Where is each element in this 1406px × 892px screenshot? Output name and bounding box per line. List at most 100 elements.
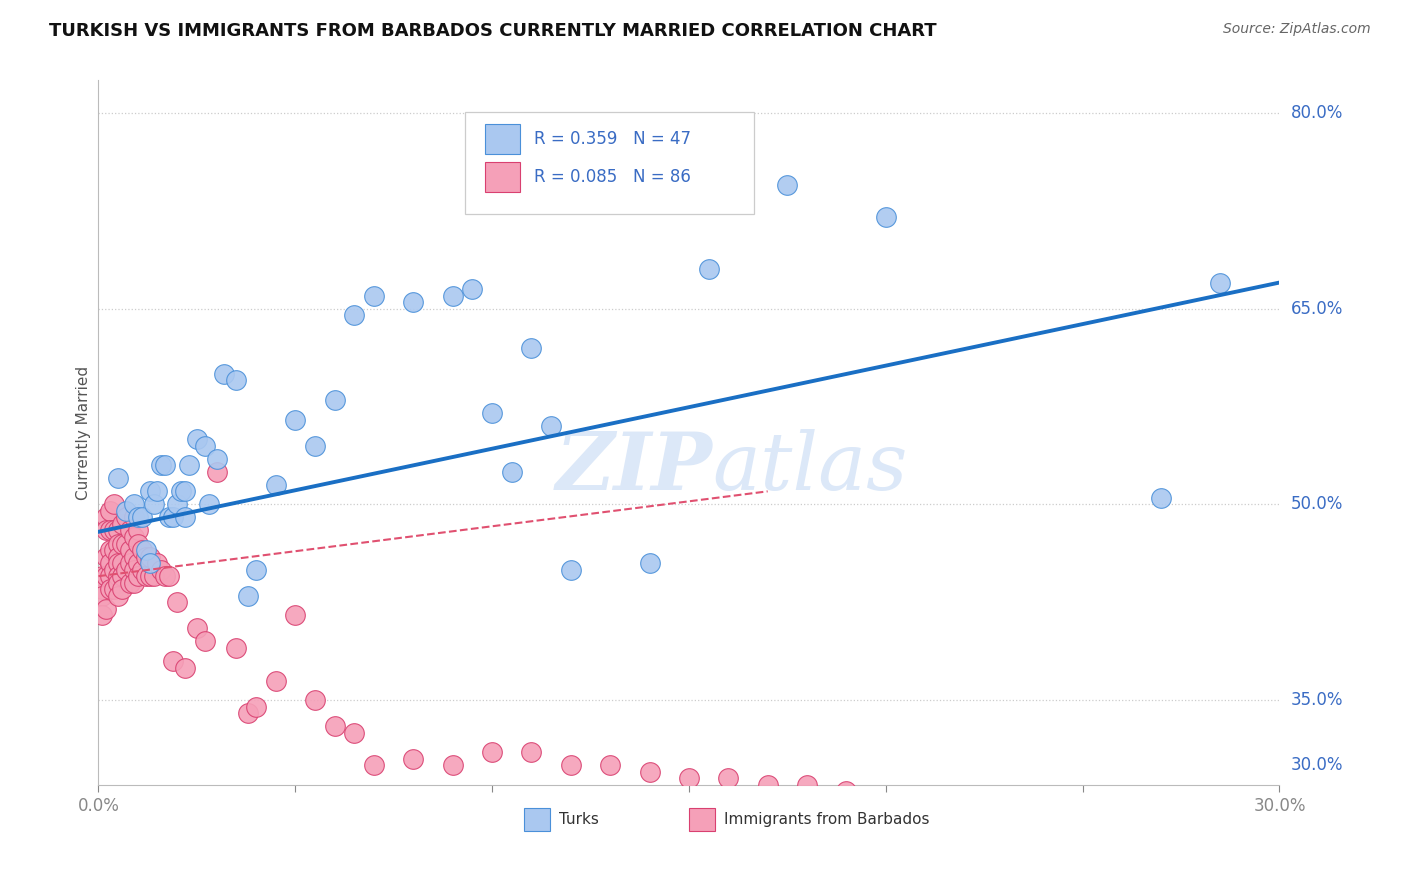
- Point: [135, 543, 157, 558]
- Point: [225, 640, 247, 655]
- Y-axis label: Currently Married: Currently Married: [76, 366, 91, 500]
- Point: [138, 569, 160, 583]
- Point: [115, 563, 138, 577]
- Point: [402, 295, 425, 310]
- Point: [118, 543, 141, 558]
- Point: [96, 602, 118, 616]
- Text: Immigrants from Barbados: Immigrants from Barbados: [724, 812, 929, 827]
- Point: [91, 608, 114, 623]
- Point: [186, 432, 208, 446]
- Point: [225, 373, 247, 387]
- Point: [323, 719, 346, 733]
- Point: [138, 484, 160, 499]
- Point: [122, 563, 145, 577]
- Text: ZIP: ZIP: [555, 429, 713, 507]
- Point: [107, 524, 129, 538]
- Point: [501, 465, 523, 479]
- Point: [103, 582, 125, 597]
- Point: [122, 510, 145, 524]
- Point: [157, 569, 180, 583]
- Point: [111, 556, 134, 570]
- Point: [835, 784, 858, 798]
- Point: [122, 549, 145, 564]
- Point: [214, 367, 236, 381]
- Point: [103, 543, 125, 558]
- Point: [96, 549, 118, 564]
- Point: [245, 699, 267, 714]
- Point: [135, 549, 157, 564]
- Point: [402, 752, 425, 766]
- Point: [560, 563, 582, 577]
- Point: [98, 524, 121, 538]
- Point: [520, 745, 543, 759]
- Point: [131, 563, 153, 577]
- Point: [118, 524, 141, 538]
- Point: [146, 484, 169, 499]
- Point: [122, 575, 145, 590]
- Point: [638, 556, 661, 570]
- Point: [118, 556, 141, 570]
- Point: [127, 556, 149, 570]
- Text: atlas: atlas: [713, 429, 908, 507]
- Point: [127, 569, 149, 583]
- Point: [363, 758, 385, 772]
- Point: [174, 660, 197, 674]
- Point: [540, 419, 562, 434]
- Point: [717, 772, 740, 786]
- Point: [170, 484, 193, 499]
- Point: [155, 569, 177, 583]
- Point: [1209, 276, 1232, 290]
- Point: [103, 563, 125, 577]
- Point: [197, 497, 219, 511]
- Point: [111, 582, 134, 597]
- Point: [678, 772, 700, 786]
- Point: [107, 575, 129, 590]
- Point: [776, 178, 799, 192]
- Point: [127, 524, 149, 538]
- Point: [138, 556, 160, 570]
- Point: [166, 595, 188, 609]
- Point: [194, 439, 217, 453]
- Text: 65.0%: 65.0%: [1291, 300, 1343, 318]
- Point: [157, 510, 180, 524]
- Point: [481, 745, 503, 759]
- Point: [138, 549, 160, 564]
- Point: [122, 530, 145, 544]
- Point: [91, 589, 114, 603]
- Point: [756, 778, 779, 792]
- Text: R = 0.359   N = 47: R = 0.359 N = 47: [534, 129, 692, 148]
- Point: [91, 582, 114, 597]
- Point: [461, 282, 484, 296]
- Point: [304, 439, 326, 453]
- Point: [115, 536, 138, 550]
- Point: [107, 589, 129, 603]
- Point: [98, 543, 121, 558]
- Point: [205, 465, 228, 479]
- Point: [1150, 491, 1173, 505]
- Point: [875, 211, 897, 225]
- Point: [174, 510, 197, 524]
- FancyBboxPatch shape: [689, 808, 714, 830]
- Point: [194, 634, 217, 648]
- Point: [284, 608, 307, 623]
- Point: [363, 288, 385, 302]
- Point: [98, 504, 121, 518]
- Text: 50.0%: 50.0%: [1291, 495, 1343, 514]
- Point: [638, 764, 661, 779]
- Point: [142, 569, 165, 583]
- Point: [107, 569, 129, 583]
- Point: [150, 563, 173, 577]
- Point: [236, 706, 259, 721]
- Point: [115, 510, 138, 524]
- Point: [131, 543, 153, 558]
- Point: [96, 524, 118, 538]
- Point: [343, 725, 366, 739]
- Point: [162, 510, 184, 524]
- Point: [697, 262, 720, 277]
- FancyBboxPatch shape: [485, 162, 520, 192]
- FancyBboxPatch shape: [464, 112, 754, 214]
- Point: [107, 556, 129, 570]
- Point: [560, 758, 582, 772]
- Point: [150, 458, 173, 473]
- Point: [127, 536, 149, 550]
